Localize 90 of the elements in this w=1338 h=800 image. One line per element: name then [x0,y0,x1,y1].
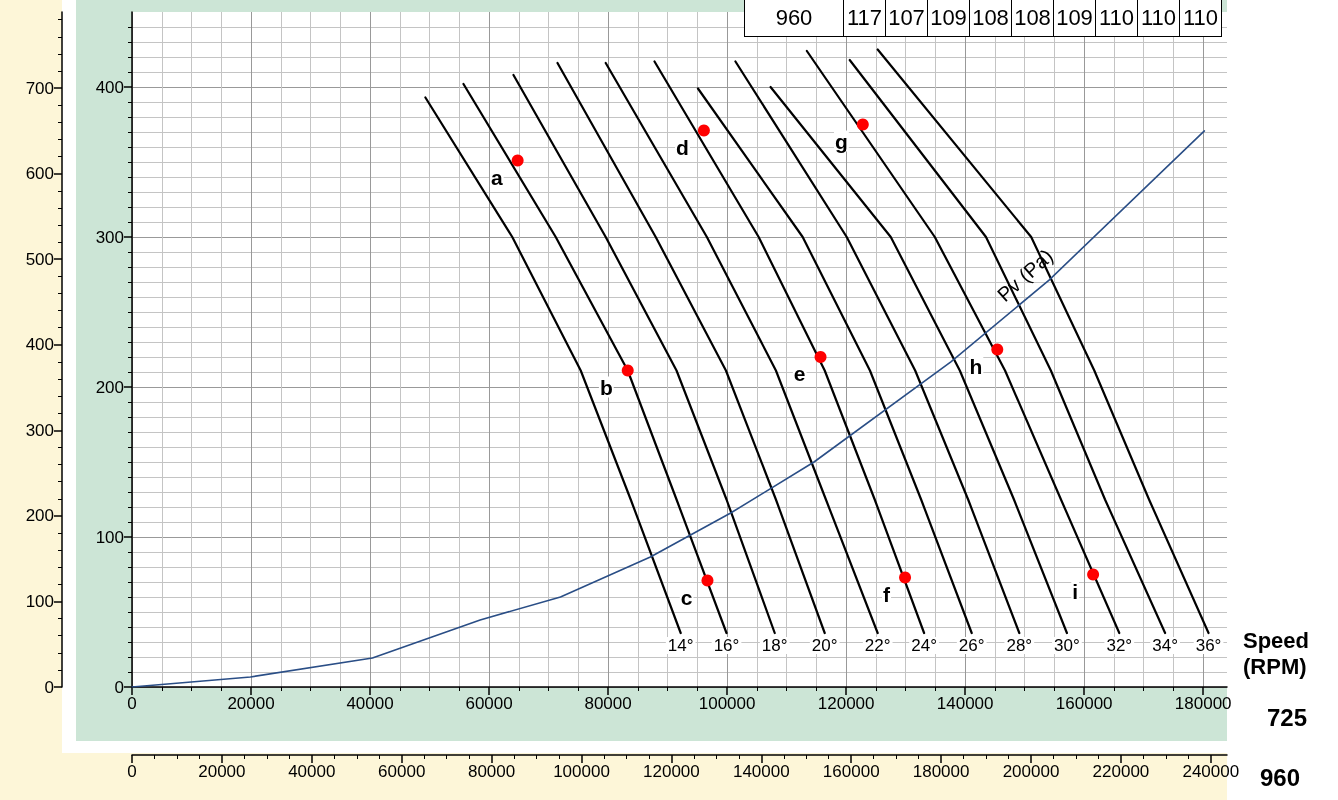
annotation: i [1072,579,1079,603]
x-tick-label: 180000 [1174,694,1232,713]
line-series [805,49,1121,635]
annotation: g [834,129,848,153]
annotation: 107 [885,0,927,36]
y-tick-label: 400 [95,77,124,97]
x-tick-label: 0 [127,694,137,713]
y2-tick-label: 100 [25,591,54,611]
point [899,571,912,584]
point [701,574,714,587]
series-label: 24° [911,636,937,655]
x2-tick-label: 100000 [553,762,610,781]
x2-tick-label: 180000 [912,762,970,781]
x-tick-label: 100000 [698,694,756,713]
line-series [734,60,1021,635]
point [621,364,634,377]
line-series [653,60,926,635]
y-tick-label: 200 [95,377,124,397]
annotation: h [969,354,983,378]
series-label: 34° [1152,636,1178,655]
annotation: d [676,135,689,159]
y-tick-label: 0 [114,677,124,697]
x-tick-label: 160000 [1055,694,1113,713]
x2-tick-label: 140000 [732,762,790,781]
x2-tick-label: 40000 [288,762,336,781]
point [814,351,827,363]
annotation: 108 [1011,0,1053,36]
x2-tick-label: 0 [127,762,137,781]
x2-tick-label: 120000 [643,762,700,781]
series-label: 22° [864,636,891,655]
annotation: b [599,375,613,399]
line-series [462,82,728,635]
series-label: 30° [1054,636,1080,655]
x-axis-title: 725 [1267,703,1308,731]
series-label: 14° [667,636,694,655]
line-series [556,61,826,635]
text: Speed (RPM) [1243,628,1311,680]
x2-tick-label: 60000 [378,762,426,781]
y-tick-label: 300 [95,227,124,247]
point [991,343,1004,356]
annotation: a [490,165,503,189]
series-label: 26° [958,636,985,655]
annotation: 108 [969,0,1011,36]
text: 960 [1260,763,1301,791]
y2-tick-label: 500 [25,249,54,269]
text: Pv (Pa) [992,244,1058,306]
point [697,124,710,137]
annotation: 110 [1095,0,1137,36]
y2-tick-label: 600 [25,164,54,184]
x-tick-label: 20000 [227,694,275,713]
series-label: 36° [1195,636,1222,655]
x2-tick-label: 20000 [198,762,246,781]
series-label: 28° [1006,636,1033,655]
series-label: 16° [713,636,740,655]
line-series [848,58,1167,635]
annotation: 109 [1053,0,1095,36]
x2-tick-label: 200000 [1002,762,1060,781]
annotation: 109 [927,0,969,36]
series-label: 20° [811,636,838,655]
line-series [769,85,1069,635]
x-tick-label: 140000 [936,694,994,713]
annotation: c [680,585,693,609]
x2-axis-title: 960 [774,4,814,32]
y2-tick-label: 0 [44,677,54,697]
annotation: 117 [843,0,885,36]
point [1087,568,1100,581]
point [856,118,869,131]
y2-tick-label: 200 [25,506,54,526]
x-tick-label: 80000 [584,694,632,713]
x2-tick-label: 160000 [822,762,880,781]
point [511,154,524,167]
x-tick-label: 40000 [346,694,394,713]
line-series [512,73,776,635]
y2-tick-label: 700 [25,78,54,98]
y-tick-label: 100 [95,527,124,547]
series-label: 32° [1106,636,1133,655]
series-label: 18° [761,636,788,655]
annotation: e [793,362,806,385]
x-tick-label: 60000 [465,694,513,713]
x2-tick-label: 80000 [467,762,516,781]
annotation: 110 [1179,0,1221,36]
x2-tick-label: 240000 [1182,762,1240,781]
line-series [696,87,973,635]
line-series [876,48,1210,635]
y2-tick-label: 400 [25,335,54,355]
x2-tick-label: 220000 [1092,762,1150,781]
annotation: f [883,582,892,606]
y2-tick-label: 300 [25,420,54,440]
annotation: 110 [1137,0,1179,36]
x-tick-label: 120000 [817,694,875,713]
